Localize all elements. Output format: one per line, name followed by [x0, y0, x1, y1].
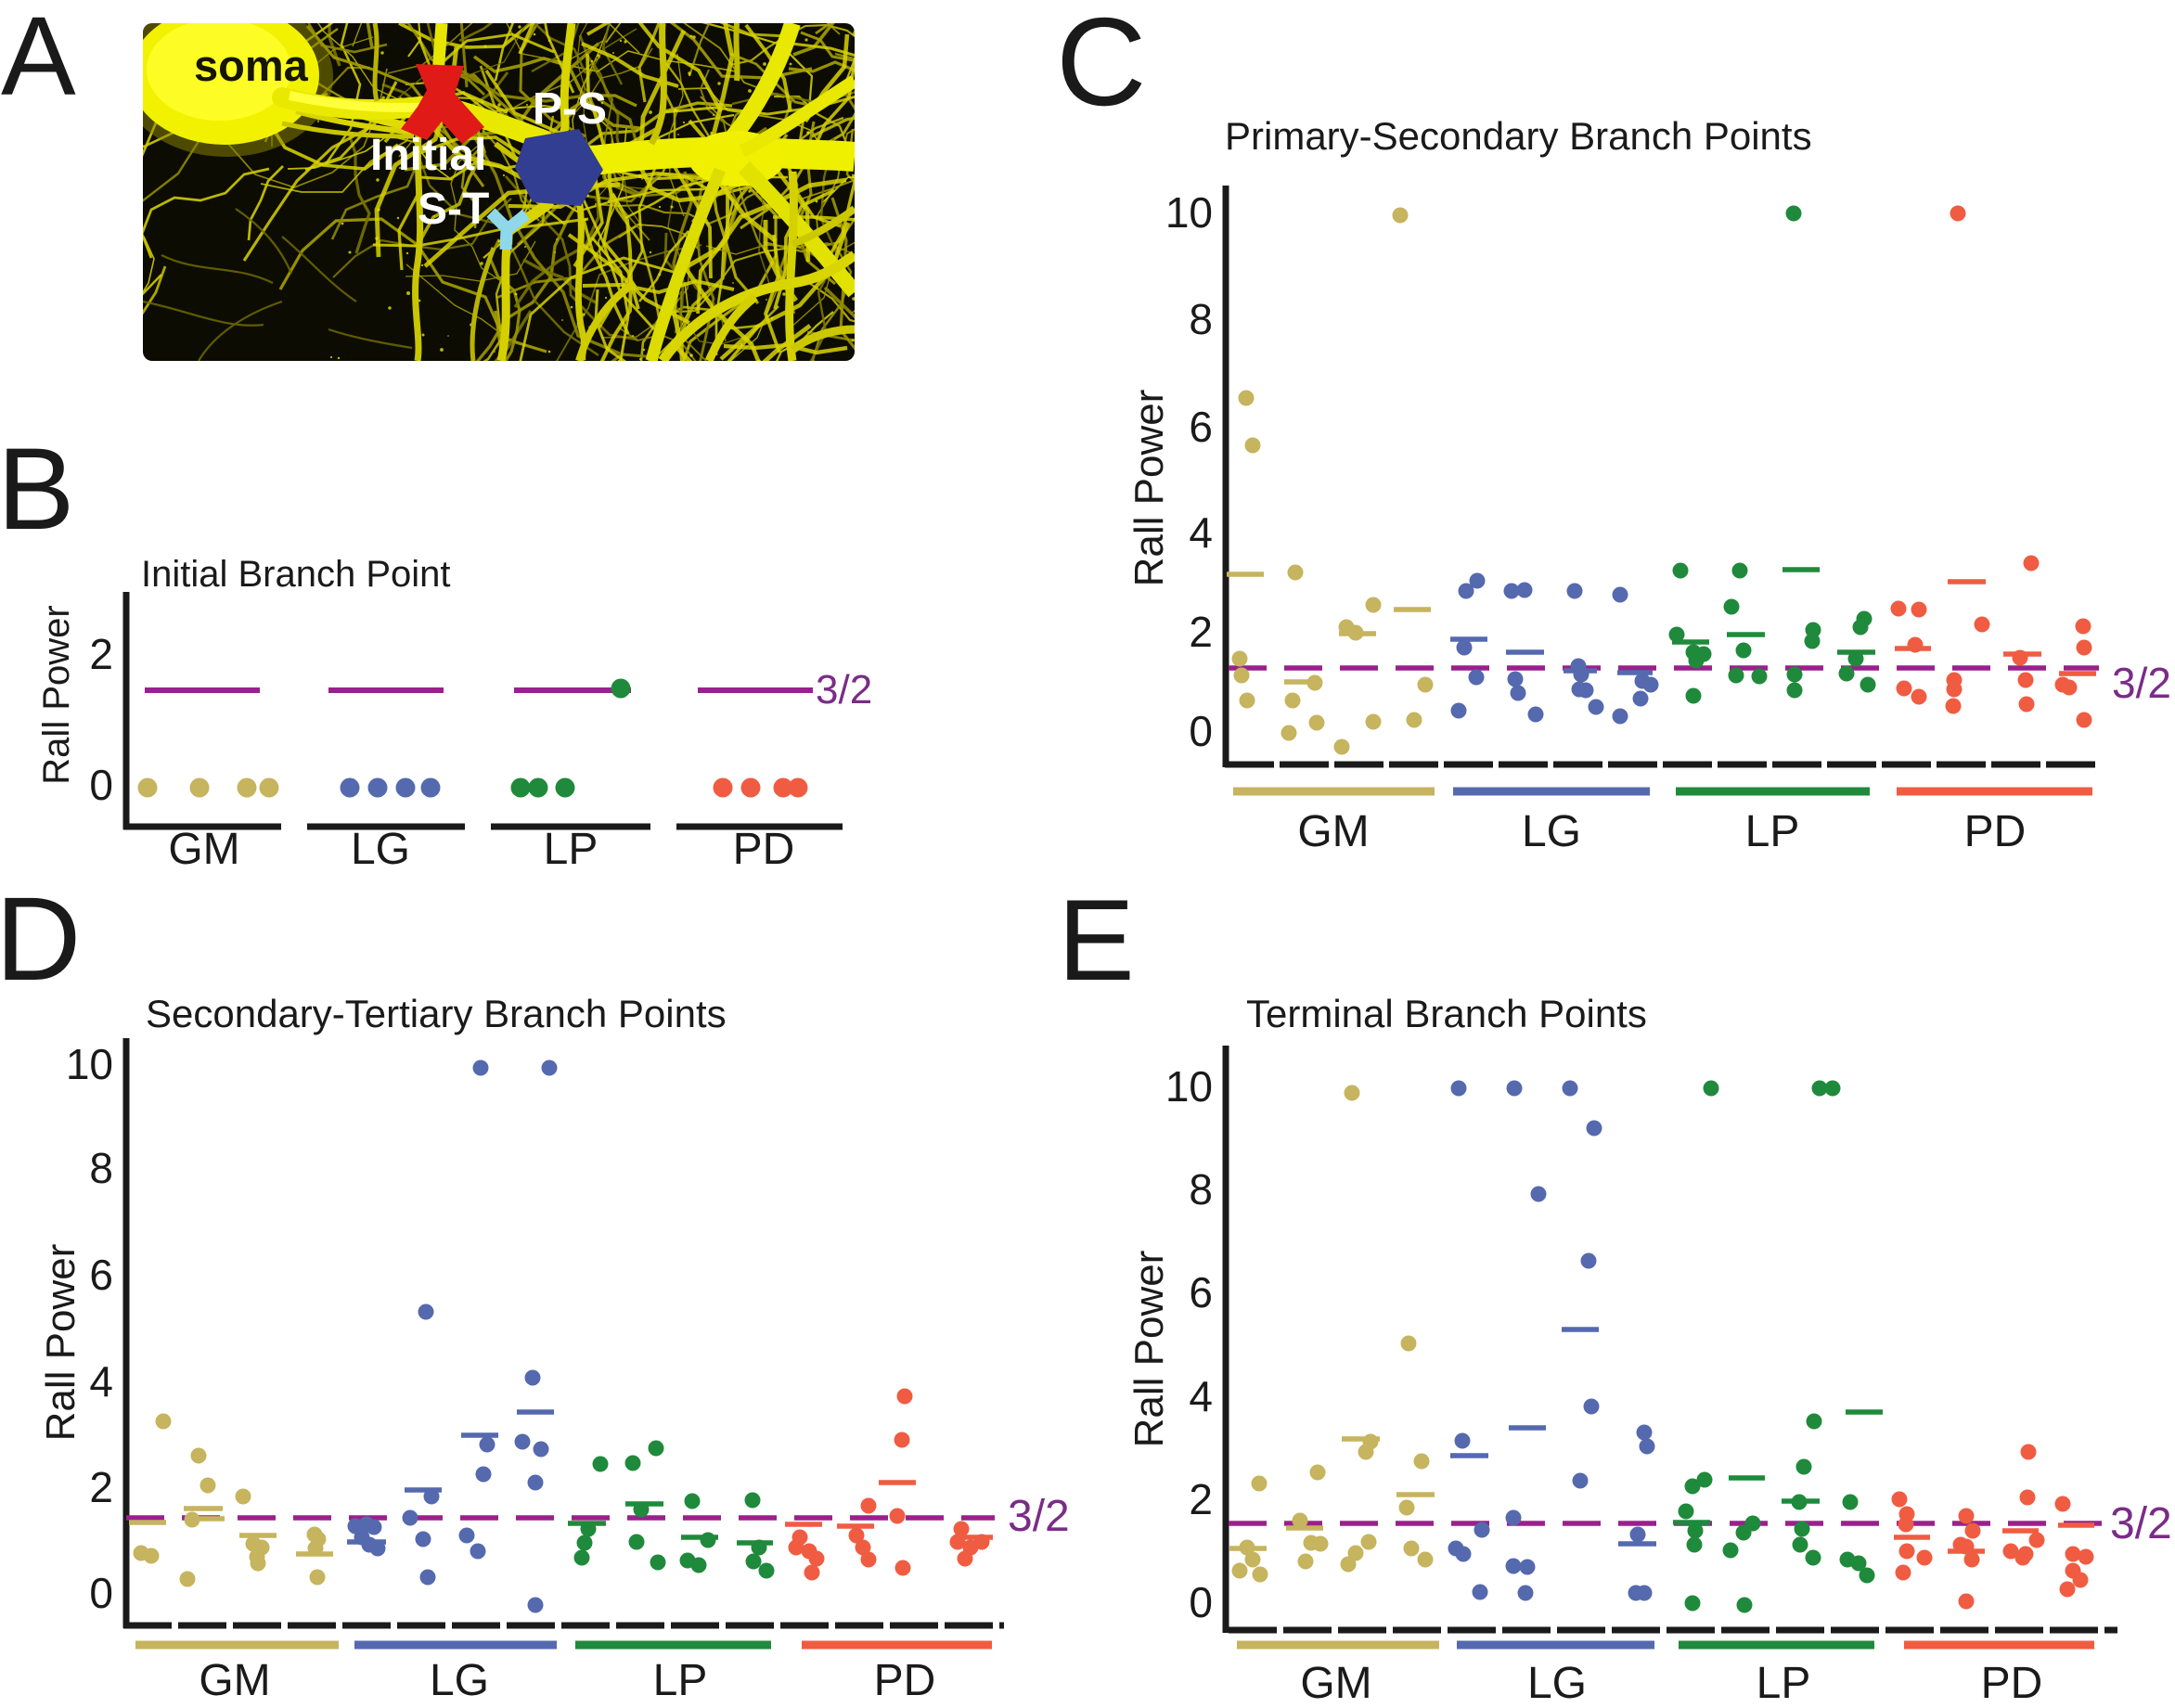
svg-text:6: 6: [1189, 403, 1213, 451]
svg-text:Initial: Initial: [370, 131, 486, 180]
svg-text:GM: GM: [1300, 1659, 1371, 1708]
svg-text:10: 10: [66, 1040, 113, 1088]
svg-text:LP: LP: [1757, 1659, 1811, 1708]
svg-text:C: C: [1056, 0, 1147, 132]
svg-text:PD: PD: [1964, 807, 2027, 856]
svg-text:P-S: P-S: [533, 84, 607, 134]
svg-text:Initial Branch Point: Initial Branch Point: [141, 554, 451, 595]
svg-text:Rall Power: Rall Power: [1126, 390, 1172, 587]
svg-text:8: 8: [89, 1144, 113, 1192]
svg-text:2: 2: [89, 1463, 113, 1511]
svg-text:soma: soma: [194, 41, 309, 90]
svg-text:LP: LP: [544, 825, 598, 874]
svg-text:Primary-Secondary Branch Point: Primary-Secondary Branch Points: [1225, 114, 1812, 158]
svg-text:3/2: 3/2: [1008, 1492, 1070, 1541]
svg-text:PD: PD: [874, 1656, 936, 1705]
svg-text:3/2: 3/2: [2110, 1499, 2172, 1548]
svg-text:4: 4: [1189, 1372, 1213, 1420]
svg-text:Rall Power: Rall Power: [1126, 1251, 1172, 1448]
svg-text:0: 0: [1189, 707, 1213, 755]
svg-text:6: 6: [1189, 1268, 1213, 1316]
svg-text:PD: PD: [1981, 1659, 2043, 1708]
svg-text:GM: GM: [1297, 807, 1369, 856]
svg-text:3/2: 3/2: [2112, 659, 2171, 707]
svg-text:8: 8: [1189, 1165, 1213, 1214]
svg-text:Terminal Branch Points: Terminal Branch Points: [1246, 992, 1647, 1035]
svg-text:Secondary-Tertiary Branch Poin: Secondary-Tertiary Branch Points: [146, 992, 727, 1035]
svg-text:0: 0: [1189, 1578, 1213, 1626]
svg-text:8: 8: [1189, 295, 1213, 343]
svg-text:4: 4: [1189, 508, 1213, 557]
svg-text:2: 2: [1189, 608, 1213, 656]
svg-text:LG: LG: [351, 825, 410, 874]
svg-text:LG: LG: [1522, 807, 1581, 856]
svg-text:10: 10: [1165, 188, 1213, 237]
svg-text:Rall Power: Rall Power: [36, 605, 77, 784]
svg-text:6: 6: [89, 1251, 113, 1299]
svg-text:A: A: [1, 0, 76, 119]
svg-text:GM: GM: [199, 1656, 270, 1705]
svg-text:Rall Power: Rall Power: [38, 1244, 84, 1442]
svg-text:3/2: 3/2: [816, 667, 872, 713]
svg-text:B: B: [0, 425, 74, 554]
svg-text:LG: LG: [430, 1656, 489, 1705]
svg-text:10: 10: [1165, 1062, 1213, 1111]
svg-text:GM: GM: [168, 825, 239, 874]
svg-text:LP: LP: [653, 1656, 708, 1705]
svg-text:LG: LG: [1527, 1659, 1587, 1708]
svg-text:PD: PD: [733, 825, 795, 874]
svg-text:2: 2: [1189, 1475, 1213, 1523]
svg-text:4: 4: [89, 1357, 113, 1406]
svg-text:E: E: [1058, 877, 1135, 1005]
svg-text:0: 0: [89, 761, 113, 809]
svg-text:S-T: S-T: [418, 185, 489, 234]
svg-text:D: D: [0, 873, 81, 1006]
svg-text:2: 2: [89, 630, 113, 678]
svg-text:0: 0: [89, 1569, 113, 1617]
svg-text:LP: LP: [1745, 807, 1800, 856]
